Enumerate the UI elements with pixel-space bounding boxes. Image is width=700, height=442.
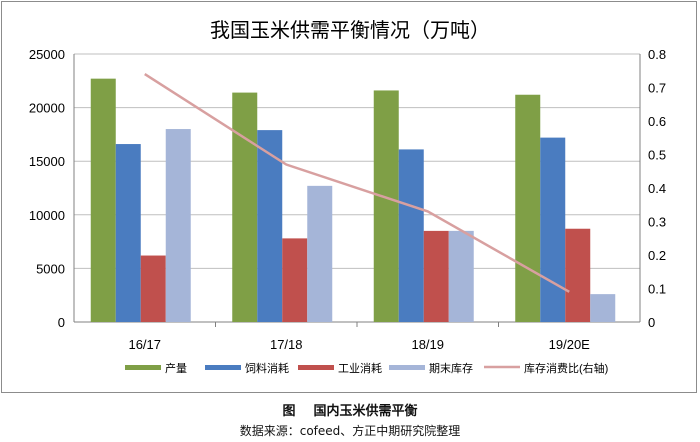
- y-left-tick-label: 0: [58, 315, 65, 330]
- legend-label-0: 产量: [165, 361, 187, 375]
- bar-3-1: [307, 185, 333, 322]
- legend-label-4: 库存消费比(右轴): [524, 361, 608, 375]
- y-left-tick-label: 5000: [36, 261, 65, 276]
- bar-0-3: [515, 94, 541, 323]
- y-right-tick-label: 0.1: [648, 282, 666, 297]
- x-tick-label: 16/17: [128, 337, 161, 352]
- bar-3-0: [165, 129, 191, 322]
- chart-title: 我国玉米供需平衡情况（万吨）: [210, 18, 490, 42]
- bar-2-3: [565, 228, 591, 322]
- corn-supply-demand-chart: 我国玉米供需平衡情况（万吨） 0 5000 10000 15000 20000 25000 0…: [29, 18, 666, 375]
- bar-0-2: [373, 90, 399, 322]
- legend-swatch-1: [205, 365, 241, 370]
- legend-label-1: 饲料消耗: [245, 361, 289, 375]
- line-series-0: [144, 73, 570, 293]
- bar-2-0: [140, 255, 166, 322]
- y-right-tick-label: 0.5: [648, 148, 666, 163]
- bar-1-1: [257, 130, 283, 322]
- y-left-tick-label: 25000: [29, 47, 65, 62]
- x-tick-label: 17/18: [270, 337, 303, 352]
- y-right-tick-label: 0.4: [648, 181, 666, 196]
- y-right-tick-label: 0.7: [648, 81, 666, 96]
- bar-0-1: [232, 92, 258, 322]
- bar-1-0: [115, 144, 141, 322]
- bar-2-1: [282, 238, 308, 322]
- x-tick-label: 19/20E: [549, 337, 591, 352]
- legend-label-2: 工业消耗: [338, 361, 382, 375]
- y-right-tick-label: 0.2: [648, 248, 666, 263]
- legend-swatch-2: [298, 365, 334, 370]
- bar-1-2: [398, 149, 424, 322]
- y-left-tick-label: 10000: [29, 208, 65, 223]
- bar-2-2: [423, 230, 449, 322]
- legend-swatch-0: [125, 365, 161, 370]
- bar-3-2: [448, 230, 474, 322]
- figure-label: 图: [282, 404, 296, 419]
- bar-1-3: [540, 137, 566, 322]
- y-right-tick-label: 0.6: [648, 114, 666, 129]
- y-right-tick-label: 0.3: [648, 215, 666, 230]
- y-right-tick-label: 0.8: [648, 47, 666, 62]
- y-left-tick-label: 15000: [29, 154, 65, 169]
- bar-0-0: [90, 78, 116, 322]
- bar-3-3: [590, 294, 616, 322]
- figure-title: 国内玉米供需平衡: [313, 404, 418, 419]
- x-tick-label: 18/19: [411, 337, 444, 352]
- y-left-tick-label: 20000: [29, 101, 65, 116]
- y-right-tick-label: 0: [648, 315, 655, 330]
- legend-label-3: 期末库存: [429, 361, 473, 375]
- figure-caption: 图 国内玉米供需平衡: [0, 400, 700, 419]
- data-source-note: 数据来源：cofeed、方正中期研究院整理: [239, 424, 461, 438]
- legend-swatch-3: [389, 365, 425, 370]
